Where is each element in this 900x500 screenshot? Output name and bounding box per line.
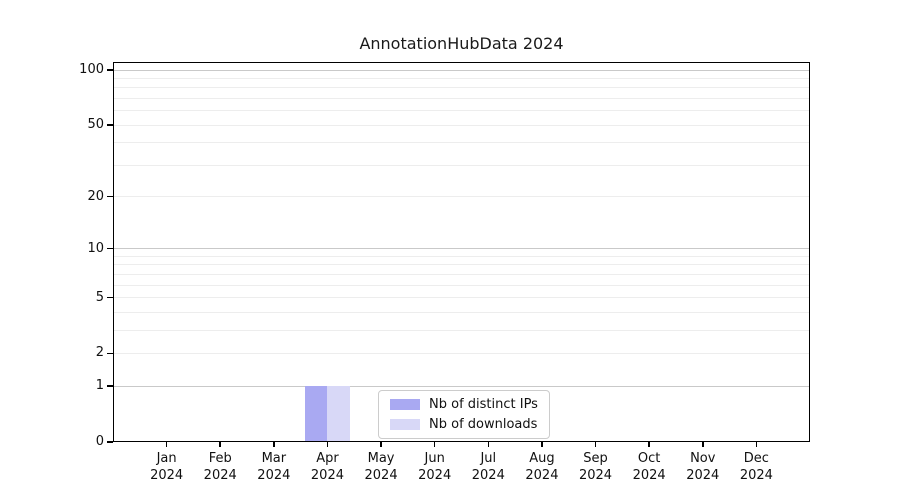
x-tick-label-line: Apr	[316, 451, 339, 466]
minor-gridline	[113, 110, 810, 112]
x-tick-label-line: 2024	[686, 468, 720, 483]
x-tick-label-line: 2024	[310, 468, 344, 483]
legend-label-downloads: Nb of downloads	[429, 417, 538, 432]
x-tick-label: Jan 2024	[132, 450, 202, 484]
x-tick-label-line: 2024	[525, 468, 559, 483]
x-tick	[219, 442, 221, 447]
x-tick	[541, 442, 543, 447]
x-tick-label-line: Sep	[583, 451, 608, 466]
minor-gridline	[113, 311, 810, 313]
minor-gridline	[113, 273, 810, 275]
x-tick	[433, 442, 436, 447]
x-tick	[165, 442, 168, 447]
x-tick-label-line: Aug	[529, 451, 555, 466]
x-tick-label-line: 2024	[632, 468, 666, 483]
y-tick-label: 10	[87, 240, 104, 256]
x-tick	[380, 442, 382, 447]
x-tick-label: Oct 2024	[614, 450, 684, 484]
minor-gridline	[113, 164, 810, 166]
x-tick-label-line: Dec	[743, 451, 769, 466]
x-tick-label: Apr 2024	[292, 450, 362, 484]
x-tick	[702, 442, 704, 447]
x-tick-label-line: Jun	[424, 451, 445, 466]
legend-swatch-distinct-ips	[390, 399, 420, 410]
bar-downloads	[327, 386, 350, 442]
minor-gridline	[113, 297, 810, 299]
x-tick-label-line: Oct	[637, 451, 661, 466]
y-tick	[107, 69, 113, 71]
x-tick-label-line: Feb	[208, 451, 232, 466]
x-tick-label: Mar 2024	[239, 450, 309, 484]
minor-gridline	[113, 142, 810, 144]
x-tick-label: Jun 2024	[400, 450, 470, 484]
y-tick-label: 0	[95, 434, 104, 449]
legend-item-downloads: Nb of downloads	[390, 417, 538, 432]
x-tick-label-line: 2024	[150, 468, 184, 483]
y-tick	[107, 296, 113, 299]
major-gridline	[113, 385, 810, 387]
minor-gridline	[113, 87, 810, 89]
x-tick-label: May 2024	[346, 450, 416, 484]
x-tick-label-line: 2024	[471, 468, 505, 483]
minor-gridline	[113, 264, 810, 266]
y-tick	[107, 352, 113, 355]
legend-item-distinct-ips: Nb of distinct IPs	[390, 397, 538, 412]
x-tick-label-line: Jul	[480, 451, 497, 466]
x-tick-label-line: 2024	[257, 468, 291, 483]
minor-gridline	[113, 97, 810, 99]
minor-gridline	[113, 77, 810, 79]
y-tick	[107, 385, 113, 387]
minor-gridline	[113, 124, 810, 126]
major-gridline	[113, 69, 810, 71]
x-tick-label: Jul 2024	[453, 450, 523, 484]
x-tick-label-line: Mar	[261, 451, 287, 466]
y-tick	[107, 124, 113, 126]
minor-gridline	[113, 255, 810, 257]
legend-label-distinct-ips: Nb of distinct IPs	[429, 397, 538, 412]
x-tick-label-line: 2024	[418, 468, 452, 483]
bar-distinct-ips	[304, 386, 328, 442]
minor-gridline	[113, 284, 810, 286]
major-gridline	[113, 248, 810, 250]
y-tick-label: 1	[95, 378, 104, 394]
y-tick	[107, 441, 113, 443]
y-tick	[107, 247, 113, 250]
legend-swatch-downloads	[390, 419, 420, 430]
x-tick-label-line: 2024	[203, 468, 237, 483]
y-tick-label: 2	[95, 345, 104, 361]
x-tick-label: Aug 2024	[507, 450, 577, 484]
x-tick	[273, 442, 275, 447]
x-tick-label-line: Nov	[690, 451, 716, 466]
x-tick-label-line: 2024	[739, 468, 773, 483]
y-tick	[107, 195, 113, 198]
legend: Nb of distinct IPs Nb of downloads	[378, 390, 550, 439]
minor-gridline	[113, 196, 810, 198]
x-tick-label: Dec 2024	[721, 450, 791, 484]
x-tick-label: Feb 2024	[185, 450, 255, 484]
minor-gridline	[113, 352, 810, 354]
x-tick-label: Sep 2024	[561, 450, 631, 484]
y-tick-label: 5	[95, 289, 104, 305]
x-tick	[648, 442, 650, 447]
y-tick-label: 100	[79, 62, 104, 77]
chart-title: AnnotationHubData 2024	[359, 34, 564, 53]
x-tick-label-line: 2024	[578, 468, 613, 483]
x-tick-label: Nov 2024	[668, 450, 738, 484]
x-tick	[594, 442, 597, 447]
x-tick-label-line: May	[367, 451, 395, 466]
minor-gridline	[113, 329, 810, 331]
y-tick-label: 20	[87, 188, 104, 204]
x-tick	[755, 442, 758, 447]
x-tick	[326, 442, 329, 447]
y-tick-label: 50	[87, 117, 104, 133]
x-tick-label-line: Jan	[156, 451, 177, 466]
x-tick-label-line: 2024	[364, 468, 398, 483]
x-tick	[487, 442, 490, 447]
